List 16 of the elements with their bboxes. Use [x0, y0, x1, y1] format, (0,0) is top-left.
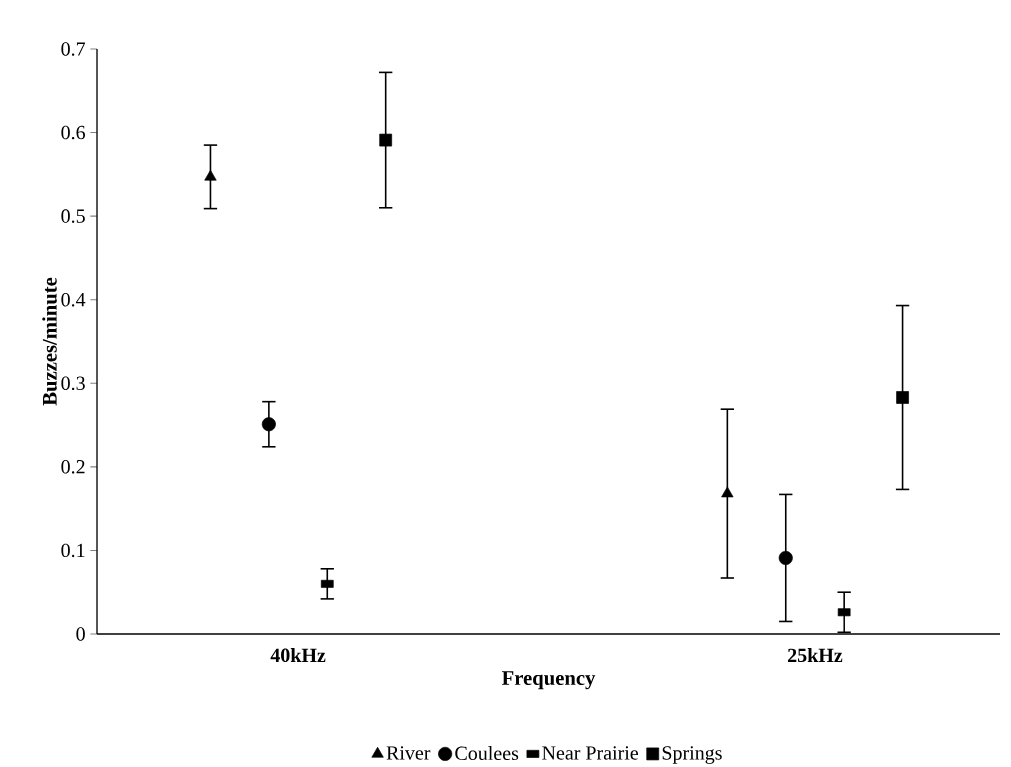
y-tick-label: 0.4 — [61, 292, 86, 307]
y-tick-label: 0.6 — [61, 125, 86, 140]
y-tick-label: 0.7 — [61, 42, 86, 56]
y-tick-label: 0.5 — [61, 209, 85, 223]
y-axis-title: Buzzes/minute — [42, 277, 57, 406]
x-axis-title: Frequency — [501, 671, 596, 690]
y-tick-label: 0.3 — [61, 376, 85, 390]
legend-label: Springs — [662, 746, 722, 764]
x-tick-label: 40kHz — [270, 647, 326, 663]
legend-label: Coulees — [455, 745, 519, 760]
legend-label: River — [386, 746, 431, 760]
legend-label: Near Prairie — [542, 746, 639, 760]
y-tick-label: 0.1 — [61, 543, 85, 558]
y-tick-label: 0 — [76, 627, 85, 641]
y-tick-label: 0.2 — [61, 459, 85, 474]
x-tick-label: 25kHz — [788, 647, 843, 663]
